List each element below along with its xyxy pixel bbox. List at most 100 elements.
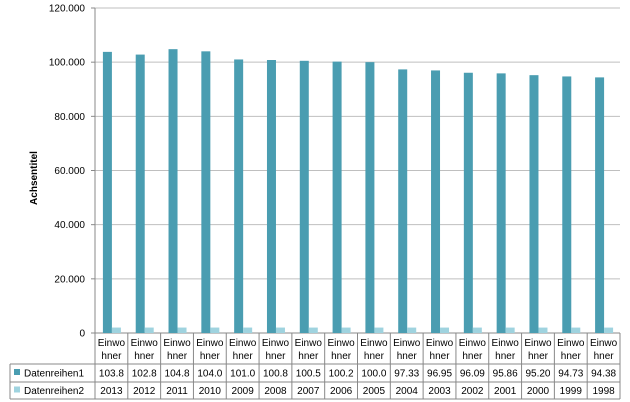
table-cell: 103.8: [99, 369, 124, 380]
category-label: Einwo: [524, 338, 552, 349]
table-cell: 2011: [166, 386, 188, 397]
y-tick-label: 0: [79, 329, 85, 340]
bar-datenreihen2-1: [144, 327, 154, 333]
category-label: Einwo: [590, 338, 618, 349]
bar-datenreihen1-14: [562, 76, 572, 334]
bar-datenreihen2-0: [111, 327, 121, 333]
table-cell: 2005: [363, 386, 386, 397]
table-cell: 2009: [232, 386, 255, 397]
category-label: hner: [134, 351, 155, 362]
category-label: hner: [397, 351, 418, 362]
bar-datenreihen1-9: [398, 69, 408, 333]
bar-datenreihen1-8: [365, 62, 375, 334]
table-cell: 102.8: [132, 369, 157, 380]
category-label: hner: [265, 351, 286, 362]
category-label: Einwo: [262, 338, 290, 349]
table-cell: 95.86: [493, 369, 518, 380]
table-cell: 1998: [592, 386, 615, 397]
bar-datenreihen2-2: [177, 327, 187, 333]
category-label: Einwo: [295, 338, 323, 349]
y-tick-label: 40.000: [54, 220, 85, 231]
bar-datenreihen1-10: [431, 70, 441, 333]
table-cell: 100.5: [296, 369, 321, 380]
bar-datenreihen2-7: [341, 327, 351, 333]
bar-datenreihen2-9: [407, 327, 417, 333]
bar-datenreihen1-0: [102, 51, 112, 333]
table-cell: 101.0: [230, 369, 255, 380]
y-tick-label: 120.000: [49, 4, 86, 15]
y-tick-label: 80.000: [54, 112, 85, 123]
bar-datenreihen2-8: [374, 327, 384, 333]
category-label: hner: [200, 351, 221, 362]
category-label: Einwo: [459, 338, 487, 349]
table-cell: 95.20: [525, 369, 550, 380]
table-cell: 2004: [396, 386, 419, 397]
bar-datenreihen2-10: [440, 327, 450, 333]
bar-datenreihen1-7: [332, 61, 342, 333]
category-label: hner: [594, 351, 615, 362]
table-cell: 97.33: [394, 369, 419, 380]
category-label: hner: [331, 351, 352, 362]
table-cell: 2003: [428, 386, 451, 397]
category-label: hner: [528, 351, 549, 362]
y-tick-label: 60.000: [54, 166, 85, 177]
table-cell: 2012: [133, 386, 156, 397]
table-cell: 100.8: [263, 369, 288, 380]
table-cell: 2007: [297, 386, 320, 397]
category-label: hner: [167, 351, 188, 362]
bar-datenreihen1-13: [529, 75, 539, 334]
bar-datenreihen1-2: [168, 49, 178, 334]
bar-datenreihen1-6: [299, 60, 309, 333]
table-cell: 2010: [199, 386, 222, 397]
table-cell: 104.0: [197, 369, 222, 380]
category-label: Einwo: [98, 338, 126, 349]
bar-datenreihen1-15: [595, 77, 605, 333]
category-label: Einwo: [196, 338, 224, 349]
table-cell: 2001: [494, 386, 517, 397]
table-cell: 100.2: [329, 369, 354, 380]
bar-datenreihen2-4: [243, 327, 253, 333]
legend-swatch: [14, 386, 20, 393]
category-label: hner: [462, 351, 483, 362]
legend-swatch: [14, 369, 20, 375]
table-cell: 94.73: [558, 369, 583, 380]
table-cell: 104.8: [165, 369, 190, 380]
y-axis-ticks: 0 20.000 40.000 60.000 80.000 100.000 120.000: [49, 4, 96, 340]
category-label: Einwo: [131, 338, 159, 349]
table-cell: 2002: [461, 386, 484, 397]
table-cell: 96.95: [427, 369, 452, 380]
table-cell: 1999: [560, 386, 583, 397]
bar-datenreihen1-11: [463, 72, 473, 333]
category-label: Einwo: [327, 338, 355, 349]
bar-datenreihen1-5: [266, 60, 276, 333]
y-axis-title: Achsentitel: [29, 151, 40, 205]
category-label: Einwo: [426, 338, 454, 349]
bar-datenreihen2-5: [275, 327, 285, 333]
category-label: Einwo: [163, 338, 191, 349]
category-label: Einwo: [557, 338, 585, 349]
bar-datenreihen1-12: [496, 73, 506, 334]
category-label: hner: [233, 351, 254, 362]
bar-datenreihen2-3: [210, 327, 220, 333]
bar-datenreihen1-4: [234, 59, 244, 333]
category-label: hner: [495, 351, 516, 362]
gridlines: [95, 7, 620, 334]
bars: [102, 49, 614, 334]
category-label: hner: [364, 351, 385, 362]
category-label: Einwo: [393, 338, 421, 349]
bar-datenreihen2-13: [538, 327, 548, 333]
category-label: hner: [561, 351, 582, 362]
table-cell: 2013: [100, 386, 123, 397]
category-label: Einwo: [229, 338, 257, 349]
legend-label: Datenreihen2: [24, 386, 84, 397]
bar-datenreihen2-12: [505, 327, 515, 333]
y-tick-label: 20.000: [54, 274, 85, 285]
legend-label: Datenreihen1: [24, 369, 84, 380]
category-label: Einwo: [360, 338, 388, 349]
y-tick-label: 100.000: [49, 58, 86, 69]
bar-datenreihen1-1: [135, 54, 145, 333]
category-label: hner: [298, 351, 319, 362]
table-cell: 96.09: [460, 369, 485, 380]
bar-datenreihen2-11: [472, 327, 482, 333]
